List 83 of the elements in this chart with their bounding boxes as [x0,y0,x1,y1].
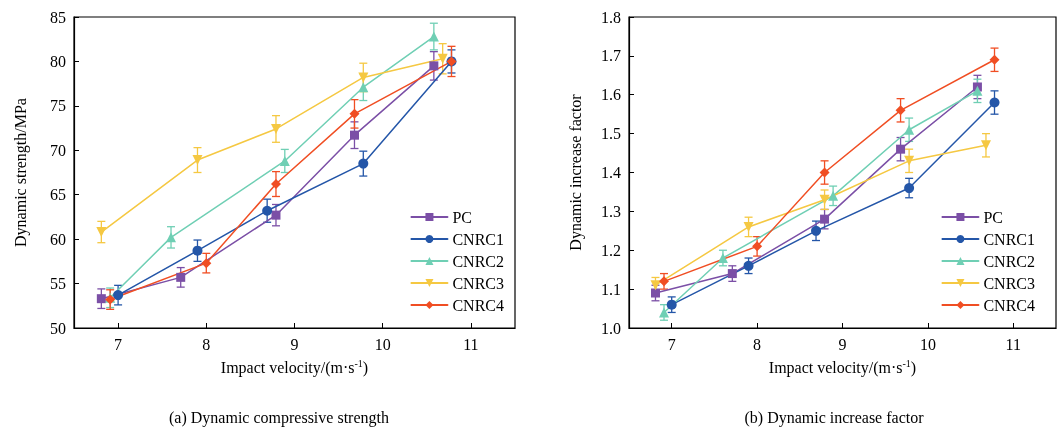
point [358,158,369,169]
point [727,269,737,279]
point [904,155,915,166]
point [895,105,906,116]
y-tick-label: 80 [50,52,66,70]
y-tick-label: 70 [50,141,66,159]
y-tick-label: 85 [50,8,66,26]
point [166,232,177,243]
x-tick-label: 8 [202,335,211,353]
point [904,124,915,135]
legend-label: PC [983,208,1004,226]
legend-label: CNRC3 [983,274,1036,292]
legend-label: CNRC1 [452,230,505,248]
legend-label: CNRC2 [452,252,505,270]
point [270,179,281,190]
x-tick-label: 9 [838,335,847,353]
point [980,140,991,151]
y-tick-label: 50 [50,319,66,337]
y-tick-label: 1.7 [601,47,621,65]
legend-label: CNRC3 [452,274,505,292]
y-tick-label: 1.5 [601,125,621,143]
y-axis-title: Dynamic strength/MPa [11,98,30,247]
point [349,130,359,140]
point [650,288,660,298]
y-axis-title: Dynamic increase factor [566,93,585,251]
y-tick-label: 1.0 [601,319,621,337]
y-tick-label: 1.8 [601,8,621,26]
legend-label: CNRC4 [452,296,505,314]
point [989,97,1000,108]
x-tick-label: 9 [290,335,299,353]
point [349,108,360,119]
point [904,183,915,194]
y-tick-label: 55 [50,275,66,293]
point [437,53,448,64]
point [650,280,661,291]
x-tick-label: 7 [114,335,123,353]
point [811,225,822,236]
y-tick-label: 1.4 [601,164,621,181]
point [96,294,106,304]
point [666,299,677,310]
point [201,258,212,269]
x-tick-label: 10 [919,335,936,353]
y-tick-label: 65 [50,186,66,204]
point [972,85,983,96]
point [271,210,281,220]
legend-label: CNRC1 [983,230,1036,248]
point [192,245,203,256]
legend-label: CNRC2 [983,252,1036,270]
x-tick-label: 7 [667,335,676,353]
point [820,214,830,224]
legend-label: PC [452,208,473,226]
point [279,155,290,166]
point [896,144,906,154]
point [262,205,273,216]
text: (a) Dynamic compressive strength [169,408,389,427]
x-tick-label: 10 [374,335,391,353]
point [429,61,439,71]
point [659,276,670,287]
legend-label: CNRC4 [983,296,1036,314]
y-tick-label: 75 [50,97,66,115]
point [752,241,763,252]
point [819,167,830,178]
point [989,54,1000,65]
point [113,290,124,301]
point [176,272,186,282]
point [819,194,830,205]
point [270,123,281,134]
x-tick-label: 11 [1005,335,1021,353]
point [428,31,439,42]
point [358,72,369,83]
x-tick-label: 11 [463,335,479,353]
y-tick-label: 1.3 [601,202,621,220]
point [743,221,754,232]
y-tick-label: 1.1 [601,280,621,298]
point [828,190,839,201]
y-tick-label: 1.6 [601,86,621,104]
y-tick-label: 1.2 [601,241,621,259]
point [717,253,728,264]
point [358,82,369,93]
point [743,260,754,271]
text: (b) Dynamic increase factor [744,408,925,427]
x-tick-label: 8 [753,335,762,353]
y-tick-label: 60 [50,230,66,248]
